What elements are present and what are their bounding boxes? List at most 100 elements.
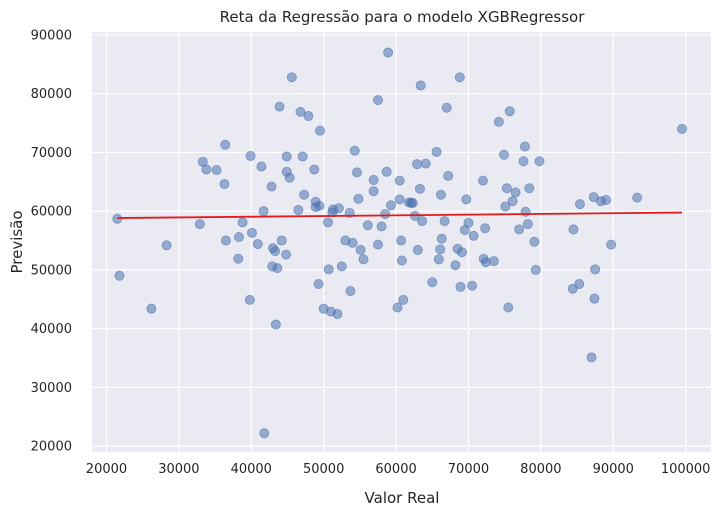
data-point [431,146,442,157]
data-point [259,428,270,439]
data-point [332,308,343,319]
data-point [529,236,540,247]
data-point [501,183,512,194]
data-point [467,280,478,291]
data-point [396,235,407,246]
data-point [477,175,488,186]
data-point [488,256,499,267]
data-point [351,167,362,178]
data-point [323,264,334,275]
data-point [272,263,283,274]
x-tick-label: 20000 [86,462,127,477]
data-point [396,255,407,266]
data-point [427,277,438,288]
data-point [161,240,172,251]
data-point [286,72,297,83]
data-point [435,189,446,200]
data-point [293,204,304,215]
x-tick-label: 70000 [448,462,489,477]
data-point [534,156,545,167]
data-point [333,203,344,214]
data-point [456,247,467,258]
data-point [256,161,267,172]
data-point [347,237,358,248]
data-point [455,281,466,292]
data-point [220,139,231,150]
y-tick-labels: 20000 30000 40000 50000 60000 70000 80000 90000 [31,28,72,454]
data-point [468,230,479,241]
data-point [194,219,205,230]
x-axis-label: Valor Real [365,489,440,507]
data-point [246,227,257,238]
x-tick-label: 40000 [231,462,272,477]
data-point [420,158,431,169]
data-point [303,111,314,122]
data-point [297,151,308,162]
data-point [435,244,446,255]
data-point [394,175,405,186]
data-points [112,47,688,439]
data-point [362,220,373,231]
data-point [314,200,325,211]
data-point [211,165,222,176]
data-point [461,194,472,205]
data-point [524,183,535,194]
y-tick-label: 50000 [31,263,72,278]
data-point [519,141,530,152]
data-point [245,150,256,161]
y-tick-label: 70000 [31,146,72,161]
data-point [309,164,320,175]
data-point [504,106,515,117]
x-tick-label: 90000 [593,462,634,477]
data-point [299,189,310,200]
data-point [568,224,579,235]
y-axis-label: Previsão [8,210,26,273]
data-point [114,270,125,281]
data-point [601,194,612,205]
data-point [394,194,405,205]
data-point [518,156,529,167]
data-point [677,123,688,134]
data-point [454,72,465,83]
data-point [417,216,428,227]
data-point [353,193,364,204]
data-point [233,232,244,243]
data-point [252,239,263,250]
data-point [323,217,334,228]
data-point [415,80,426,91]
data-point [355,244,366,255]
data-point [315,125,326,136]
data-point [219,179,230,190]
data-point [632,192,643,203]
data-point [376,221,387,232]
data-point [398,294,409,305]
x-tick-labels: 20000 30000 40000 50000 60000 70000 80000 90000… [86,462,711,477]
y-tick-label: 20000 [31,440,72,455]
data-point [392,302,403,313]
data-point [244,294,255,305]
data-point [589,293,600,304]
data-point [233,253,244,264]
data-point [258,206,269,217]
data-point [500,201,511,212]
data-point [349,145,360,156]
data-point [284,172,295,183]
data-point [274,101,285,112]
data-point [381,166,392,177]
data-point [220,235,231,246]
data-point [281,249,292,260]
data-point [443,170,454,181]
data-point [514,224,525,235]
data-point [503,302,514,313]
data-point [439,216,450,227]
regression-line-group [117,211,683,219]
data-point [574,278,585,289]
data-point [480,223,491,234]
data-point [463,217,474,228]
data-point [407,197,418,208]
regression-line [117,211,683,219]
data-point [380,209,391,220]
data-point [433,254,444,265]
y-tick-label: 40000 [31,322,72,337]
